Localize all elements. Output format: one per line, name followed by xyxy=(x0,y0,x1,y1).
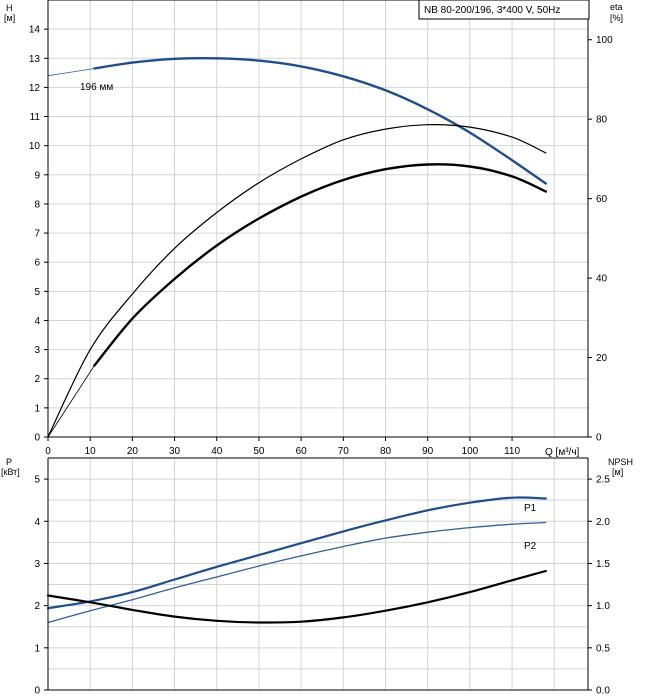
right-tick-label: 80 xyxy=(596,115,608,126)
left-tick-label: 1 xyxy=(34,643,40,654)
left-tick-label: 3 xyxy=(34,345,40,356)
x-tick-label: 0 xyxy=(45,446,51,457)
top-series-head-line xyxy=(93,56,547,185)
top-series-thin-line xyxy=(47,124,547,438)
power-tick-labels: 0 1 2 3 4 5 0.0 0.5 1.0 1.5 2.0 2.5 xyxy=(34,475,610,697)
x-tick-label: 40 xyxy=(211,446,223,457)
right-tick-label: 20 xyxy=(596,353,608,364)
right-tick-label: 100 xyxy=(596,35,613,46)
left-tick-label: 10 xyxy=(29,141,41,152)
flow-axis-label: Q [м³/ч] xyxy=(545,447,580,458)
x-tick-label: 30 xyxy=(169,446,181,457)
eta-axis-unit: [%] xyxy=(610,13,623,23)
head-efficiency-curves xyxy=(47,56,547,438)
left-tick-label: 4 xyxy=(34,316,40,327)
power-npsh-panel: 0 1 2 3 4 5 0.0 0.5 1.0 1.5 2.0 2.5 P [кВт] NPSH [м… xyxy=(1,457,633,697)
right-tick-label: 40 xyxy=(596,274,608,285)
head-axis-unit: [м] xyxy=(4,13,15,23)
left-tick-label: 5 xyxy=(34,475,40,486)
npsh-axis-name: NPSH xyxy=(608,457,633,467)
left-tick-label: 0 xyxy=(34,433,40,444)
left-tick-label: 8 xyxy=(34,199,40,210)
right-tick-label: 0.0 xyxy=(596,686,610,697)
right-tick-label: 0.5 xyxy=(596,643,610,654)
left-tick-label: 12 xyxy=(29,83,41,94)
eta-axis-name: eta xyxy=(610,2,623,12)
bot-series-p1-line xyxy=(46,496,547,610)
left-tick-label: 5 xyxy=(34,287,40,298)
x-tick-label: 10 xyxy=(85,446,97,457)
x-tick-label: 60 xyxy=(296,446,308,457)
head-axis-name: H xyxy=(6,3,13,13)
left-tick-label: 11 xyxy=(30,112,41,123)
top-series-thick-line xyxy=(93,163,547,367)
p2-series-label: P2 xyxy=(524,541,537,552)
left-tick-label: 13 xyxy=(29,54,41,65)
x-tick-label: 110 xyxy=(504,446,520,457)
left-tick-label: 7 xyxy=(34,229,40,240)
impeller-diameter-label: 196 мм xyxy=(80,82,113,93)
right-tick-label: 2.0 xyxy=(596,517,610,528)
left-tick-label: 0 xyxy=(34,686,40,697)
left-tick-label: 2 xyxy=(34,374,40,385)
npsh-axis-unit: [м] xyxy=(612,467,623,477)
p1-series-label: P1 xyxy=(524,503,537,514)
x-tick-label: 20 xyxy=(127,446,139,457)
left-tick-label: 2 xyxy=(34,601,40,612)
right-tick-label: 0 xyxy=(596,433,602,444)
top-series-origin-thin-line xyxy=(47,365,95,438)
right-tick-label: 1.0 xyxy=(596,601,610,612)
left-tick-label: 1 xyxy=(34,403,40,414)
bot-series-p2-line xyxy=(47,521,547,624)
power-axis-name: P xyxy=(6,457,12,467)
power-axes xyxy=(44,457,592,691)
head-grid xyxy=(48,0,588,437)
left-tick-label: 9 xyxy=(34,170,40,181)
left-tick-label: 4 xyxy=(34,517,40,528)
left-tick-label: 3 xyxy=(34,559,40,570)
right-tick-label: 2.5 xyxy=(596,475,610,486)
bot-series-npsh-line xyxy=(46,569,547,624)
head-axes xyxy=(44,0,592,441)
x-tick-label: 70 xyxy=(338,446,350,457)
chart-title: NB 80-200/196, 3*400 V, 50Hz xyxy=(424,5,560,16)
x-tick-label: 80 xyxy=(380,446,392,457)
right-tick-label: 1.5 xyxy=(596,559,610,570)
left-tick-label: 14 xyxy=(29,25,41,36)
power-axis-unit: [кВт] xyxy=(1,467,20,477)
chart-title-box xyxy=(418,0,590,20)
right-tick-label: 60 xyxy=(596,194,608,205)
x-tick-label: 50 xyxy=(253,446,265,457)
x-tick-label: 90 xyxy=(422,446,434,457)
top-series-head-extension-line xyxy=(47,68,95,77)
left-tick-label: 6 xyxy=(34,258,40,269)
x-tick-label: 100 xyxy=(462,446,479,457)
power-grid xyxy=(48,458,588,690)
power-npsh-curves xyxy=(46,496,547,624)
